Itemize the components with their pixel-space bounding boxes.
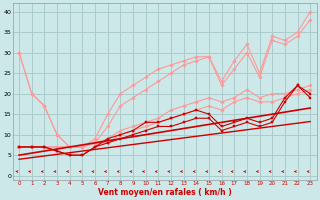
X-axis label: Vent moyen/en rafales ( km/h ): Vent moyen/en rafales ( km/h ) xyxy=(98,188,231,197)
